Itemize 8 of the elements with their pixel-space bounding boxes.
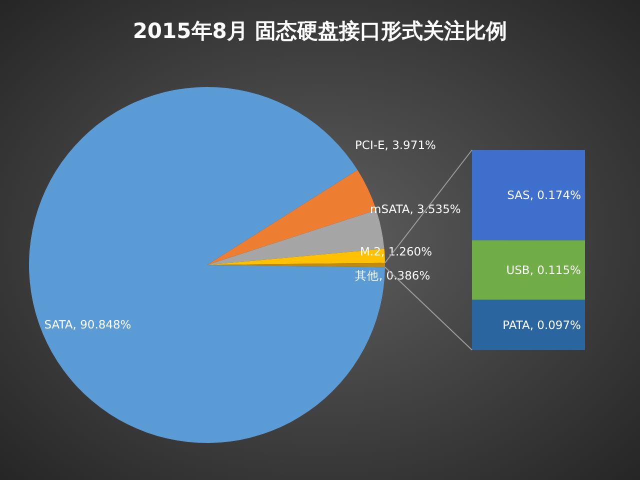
slice-label: 其他, 0.386% bbox=[355, 268, 430, 282]
slice-label: SATA, 90.848% bbox=[44, 318, 132, 332]
data-label: SAS, 0.174% bbox=[507, 188, 582, 202]
data-label: PATA, 0.097% bbox=[502, 318, 582, 332]
data-label: USB, 0.115% bbox=[506, 262, 582, 277]
pie-slice bbox=[207, 248, 385, 265]
slice-label: PCI-E, 3.971% bbox=[355, 138, 436, 152]
chart-title: 2015年8月 固态硬盘接口形式关注比例 bbox=[132, 19, 508, 43]
